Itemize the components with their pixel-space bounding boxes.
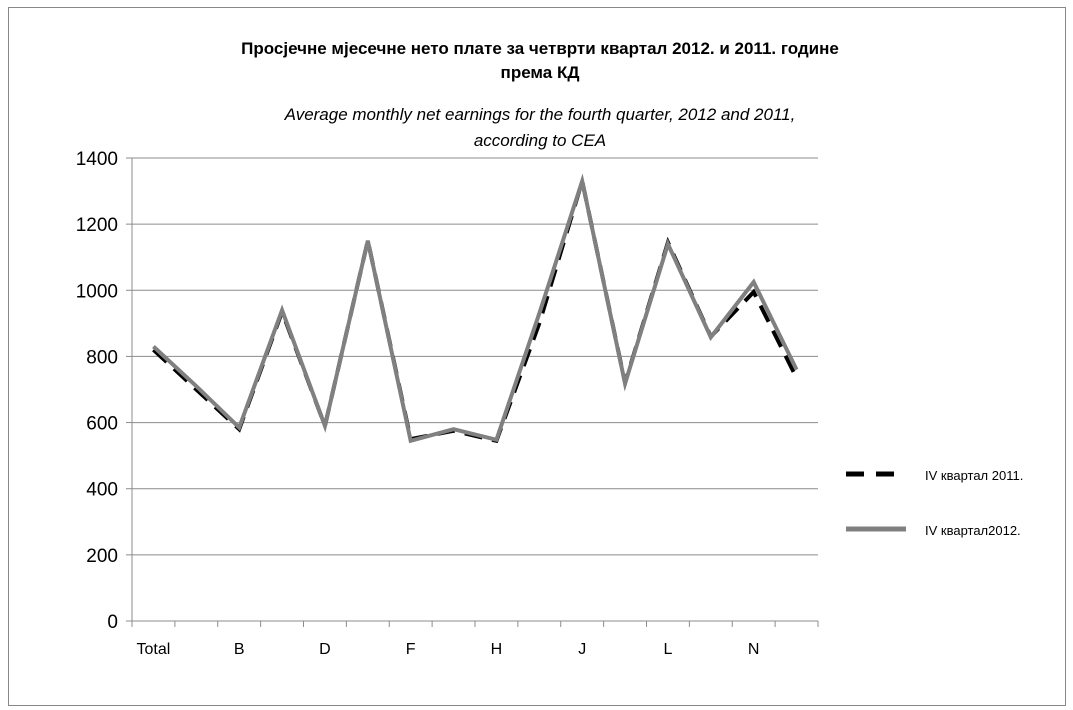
legend-label-2012: IV квартал2012. bbox=[925, 523, 1021, 538]
legend: IV квартал 2011. IV квартал2012. bbox=[846, 468, 1023, 538]
x-tick-label: N bbox=[748, 641, 760, 658]
y-tick-label: 1000 bbox=[76, 281, 118, 302]
y-tick-label: 1400 bbox=[76, 149, 118, 170]
y-tick-labels: 0 200 400 600 800 1000 1200 1400 bbox=[76, 149, 118, 633]
x-tick-label: B bbox=[234, 641, 245, 658]
y-tick-label: 400 bbox=[86, 480, 118, 501]
chart-subtitle-line-1: Average monthly net earnings for the fou… bbox=[284, 105, 796, 124]
x-tick-label: H bbox=[491, 641, 503, 658]
y-tick-label: 800 bbox=[86, 347, 118, 368]
x-tick-label: D bbox=[319, 641, 331, 658]
chart-subtitle-line-2: according to CEA bbox=[474, 131, 606, 150]
y-tick-label: 200 bbox=[86, 546, 118, 567]
y-tick-label: 1200 bbox=[76, 215, 118, 236]
series-lines bbox=[152, 173, 799, 444]
y-tick-label: 600 bbox=[86, 414, 118, 435]
legend-label-2011: IV квартал 2011. bbox=[925, 468, 1023, 483]
x-tick-labels: Total B D F H J L N bbox=[137, 641, 760, 658]
y-tick-label: 0 bbox=[107, 612, 118, 633]
chart-title-line-2: према КД bbox=[501, 63, 580, 82]
chart-title-line-1: Просјечне мјесечне нето плате за четврти… bbox=[241, 39, 839, 58]
axes bbox=[126, 157, 819, 627]
x-tick-label: L bbox=[663, 641, 672, 658]
x-tick-label: F bbox=[406, 641, 416, 658]
x-tick-label: J bbox=[578, 641, 586, 658]
gridlines bbox=[132, 157, 818, 556]
x-tick-label: Total bbox=[137, 641, 171, 658]
series-line-2012 bbox=[152, 173, 799, 444]
